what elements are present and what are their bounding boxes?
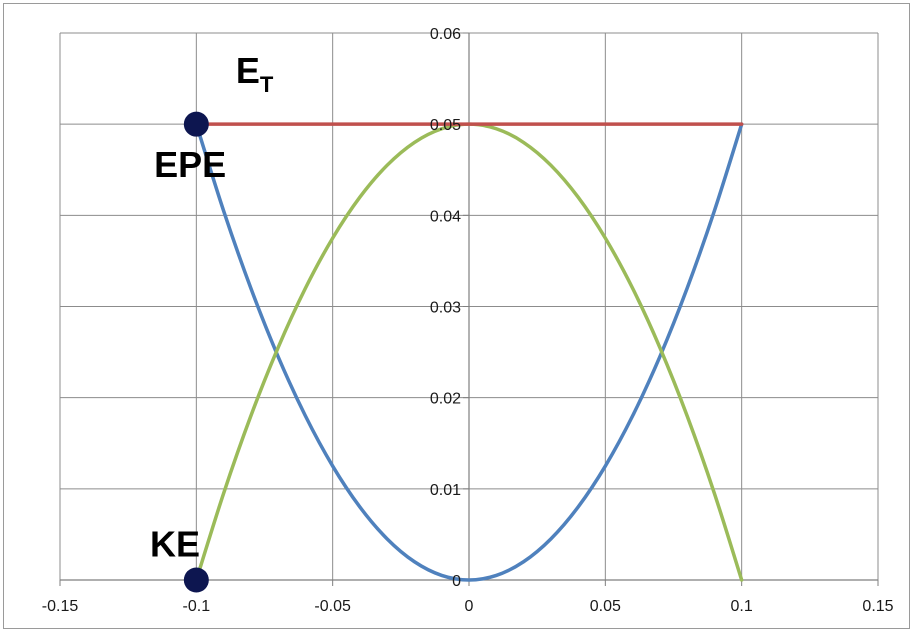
annotation-label: KE	[150, 523, 200, 564]
x-tick-label: -0.05	[314, 598, 351, 615]
tick-labels: -0.15 -0.1 -0.05 0 0.05 0.1 0.15 0 0.01 0.02 0.03 0…	[42, 26, 894, 615]
data-point-marker	[183, 567, 209, 593]
y-tick-label: 0.04	[430, 208, 461, 225]
y-tick-label: 0	[452, 573, 461, 590]
marker-layer	[183, 111, 209, 593]
annotation-layer: ET EPE KE	[150, 50, 274, 564]
x-tick-label: 0	[465, 598, 474, 615]
data-point-marker	[183, 111, 209, 137]
x-tick-label: -0.15	[42, 598, 79, 615]
y-tick-label: 0.01	[430, 482, 461, 499]
x-tick-label: -0.1	[183, 598, 211, 615]
x-tick-label: 0.05	[590, 598, 621, 615]
annotation-label: EPE	[154, 144, 226, 185]
series-layer	[194, 122, 744, 582]
y-tick-label: 0.03	[430, 300, 461, 317]
x-tick-label: 0.1	[731, 598, 753, 615]
annotation-subscript: T	[260, 72, 274, 97]
annotation-label: ET	[236, 50, 274, 97]
chart-frame	[3, 3, 910, 629]
series-line-0	[194, 122, 744, 582]
y-tick-label: 0.02	[430, 391, 461, 408]
x-tick-label: 0.15	[862, 598, 893, 615]
y-tick-label: 0.05	[430, 117, 461, 134]
y-tick-label: 0.06	[430, 26, 461, 43]
axes	[59, 32, 879, 586]
